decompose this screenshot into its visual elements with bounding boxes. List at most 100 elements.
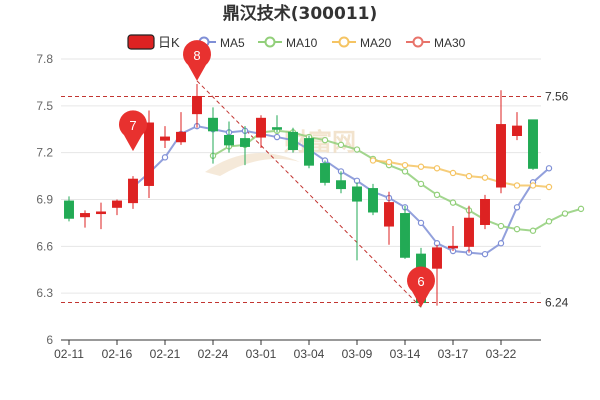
ma-point [545,218,553,225]
candlestick[interactable] [384,191,394,245]
ma-point [545,183,553,191]
candlestick[interactable] [176,112,186,145]
watermark-swoosh-icon [205,153,300,176]
candle-body [64,200,74,219]
candle-body [464,217,474,247]
candle-body [288,131,298,151]
ma-point [481,250,489,258]
candlestick[interactable] [320,160,330,186]
legend-label: MA10 [286,36,318,50]
legend-item-ma10[interactable]: MA10 [258,36,318,50]
candlestick[interactable] [80,210,90,228]
candlestick[interactable] [128,176,138,209]
ma-point [561,210,569,217]
ma-point [401,168,409,175]
candlestick[interactable] [528,119,538,170]
y-tick-label: 7.5 [36,99,53,113]
axes: 02-11 02-16 02-21 02-24 03-01 03-04 03-09 03-14… [54,339,541,361]
candlestick[interactable] [304,135,314,169]
legend-item-ma30[interactable]: MA30 [406,36,466,50]
ma-point [385,158,393,166]
candle-body [160,136,170,141]
candlestick[interactable] [240,126,250,166]
candlestick[interactable] [160,126,170,148]
candlestick[interactable] [464,205,474,253]
ma-point [577,205,585,213]
legend-item-ma20[interactable]: MA20 [332,36,392,50]
candlestick[interactable] [64,196,74,222]
candlestick[interactable] [96,202,106,230]
ma-point [417,219,425,227]
candlestick[interactable] [112,199,122,216]
candlestick[interactable] [192,83,202,128]
candlestick[interactable] [368,183,378,216]
pin-marker-icon: 8 [183,40,212,81]
ma-point [481,174,489,181]
x-tick-label: 02-11 [54,347,84,361]
legend-label: 日K [158,35,180,50]
chart-title: 鼎汉技术(300011) [223,3,378,24]
ma-point [529,182,537,189]
candlestick[interactable] [224,121,234,153]
ma-point [513,225,521,233]
x-tick-label: 03-04 [294,347,325,361]
ma-point [465,172,473,180]
ma-point [417,180,425,188]
candlestick[interactable] [352,182,362,261]
ma-point [321,136,329,144]
highlight-pins: 7 8 6 [119,40,436,308]
pin-label: 8 [193,48,200,63]
candle-body [384,202,394,227]
candlestick[interactable] [448,226,458,252]
ma-point [273,133,281,141]
chart-legend[interactable]: 日K MA5 MA10 MA20 MA30 [127,34,466,50]
reference-line-label: 6.24 [545,296,569,310]
candle-body [528,119,538,169]
candlestick[interactable] [272,115,282,133]
pin-marker-icon: 7 [119,110,147,152]
candlestick[interactable] [480,194,490,230]
candle-body [496,124,506,188]
pin-shape [407,266,436,308]
y-tick-label: 7.2 [36,146,53,160]
candlestick[interactable] [288,127,298,153]
trend-line [196,80,422,308]
legend-swatch [127,34,155,50]
candlestick[interactable] [208,107,218,164]
x-tick-label: 03-17 [438,347,469,361]
y-tick-label: 6.9 [36,193,53,207]
legend-label: MA20 [360,36,392,50]
candle-body [256,117,266,138]
legend-label: MA5 [220,36,245,50]
pin-shape [119,110,147,152]
ma-point [497,222,505,230]
candlestick[interactable] [512,112,522,141]
candlestick[interactable] [256,115,266,148]
candle-body [128,178,138,204]
candle-body [144,122,154,186]
candle-body [176,131,186,143]
ma-point [513,204,521,211]
ma-point [545,165,553,172]
candlestick[interactable] [336,171,346,194]
candlestick[interactable] [432,244,442,306]
pin-label: 7 [129,118,136,133]
candlestick[interactable] [496,90,506,194]
candle-body [400,213,410,258]
ma-point [353,146,361,153]
ma-point [433,191,441,199]
grid-lines: 6 6.3 6.6 6.9 7.2 7.5 7.8 [36,52,541,347]
pin-label: 6 [417,274,424,289]
ma-line-ma20 [372,159,550,189]
candle-body [320,163,330,183]
candle-body [112,200,122,208]
ma-point [433,165,441,172]
ma-line-ma10 [212,129,582,232]
candlestick[interactable] [400,205,410,259]
candle-body [512,125,522,136]
candlestick[interactable] [144,110,154,198]
x-tick-label: 03-22 [486,347,517,361]
candle-body [368,188,378,213]
legend-item-日k[interactable]: 日K [127,34,180,50]
